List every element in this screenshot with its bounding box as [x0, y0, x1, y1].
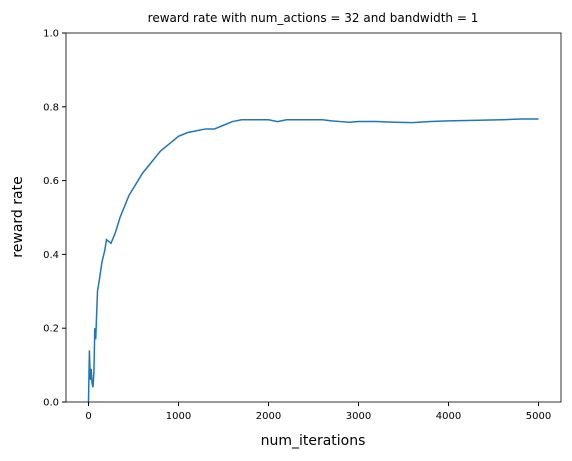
y-tick-label: 0.8	[43, 102, 59, 113]
x-tick-label: 2000	[256, 411, 281, 422]
x-tick-label: 4000	[436, 411, 461, 422]
y-axis-label: reward rate	[10, 176, 26, 257]
y-tick-label: 0.6	[43, 176, 59, 187]
x-tick-label: 3000	[346, 411, 371, 422]
y-tick-label: 0.2	[43, 324, 59, 335]
y-tick-label: 1.0	[43, 29, 59, 40]
x-tick-label: 0	[85, 411, 91, 422]
x-tick-label: 1000	[166, 411, 191, 422]
x-axis-label: num_iterations	[261, 433, 366, 449]
y-tick-label: 0.4	[43, 250, 59, 261]
y-tick-label: 0.0	[43, 398, 59, 409]
chart-title: reward rate with num_actions = 32 and ba…	[148, 11, 479, 25]
x-tick-label: 5000	[526, 411, 551, 422]
data-line	[87, 118, 539, 403]
plot-frame	[65, 32, 562, 403]
